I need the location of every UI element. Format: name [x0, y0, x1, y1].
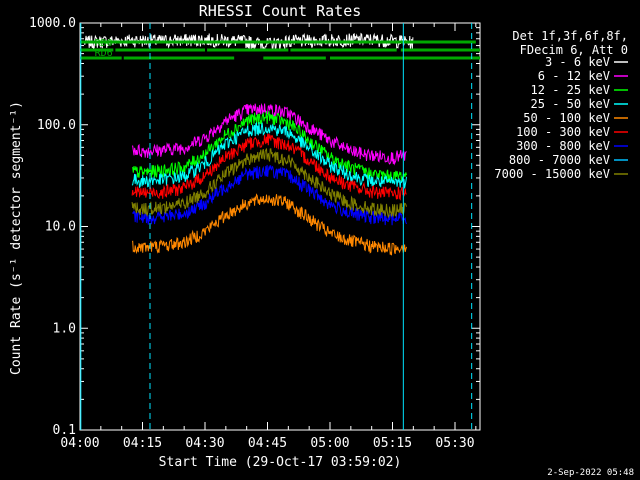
- y-tick-label: 1000.0: [29, 16, 76, 31]
- series-line: [131, 133, 407, 201]
- legend-entry-label: 12 - 25 keV: [531, 83, 610, 97]
- y-tick-label: 100.0: [37, 118, 76, 133]
- x-tick-label: 04:45: [248, 436, 287, 451]
- series-line: [131, 148, 407, 219]
- y-axis-label: Count Rate (s⁻¹ detector segment⁻¹): [9, 101, 24, 375]
- series-line: [131, 122, 407, 189]
- chart-title: RHESSI Count Rates: [199, 2, 362, 20]
- flag-label: RD0: [95, 38, 113, 49]
- plot-frame: [79, 22, 481, 431]
- x-ticks: 04:00 04:15 04:30 04:45 05:00 05:15 05:30: [60, 23, 477, 451]
- legend-entry-label: 100 - 300 keV: [516, 125, 610, 139]
- x-tick-label: 05:30: [435, 436, 474, 451]
- legend-entry-label: 3 - 6 keV: [545, 55, 610, 69]
- x-tick-label: 05:00: [310, 436, 349, 451]
- series-line: [132, 164, 407, 226]
- series-line: [131, 193, 407, 256]
- series-lines: [83, 32, 414, 256]
- x-tick-label: 05:15: [373, 436, 412, 451]
- legend: Det 1f,3f,6f,8f,FDecim 6, Att 03 - 6 keV…: [494, 29, 628, 181]
- legend-entry-label: 7000 - 15000 keV: [494, 167, 610, 181]
- series-line: [132, 110, 407, 184]
- y-tick-label: 10.0: [45, 220, 76, 235]
- y-tick-label: 0.1: [53, 423, 76, 438]
- x-tick-label: 04:00: [60, 436, 99, 451]
- series-line: [131, 103, 407, 166]
- legend-entry-label: 6 - 12 keV: [538, 69, 610, 83]
- x-tick-label: 04:30: [185, 436, 224, 451]
- legend-entry-label: 50 - 100 keV: [523, 111, 610, 125]
- plot-axes: [79, 22, 481, 431]
- legend-header: Det 1f,3f,6f,8f,: [512, 29, 628, 43]
- x-tick-label: 04:15: [123, 436, 162, 451]
- legend-entry-label: 800 - 7000 keV: [509, 153, 610, 167]
- legend-header: FDecim 6, Att 0: [520, 43, 628, 57]
- flag-label: RD6: [95, 48, 113, 59]
- attenuator-lines: [80, 23, 473, 430]
- x-axis-label: Start Time (29-Oct-17 03:59:02): [159, 455, 402, 470]
- y-ticks: 0.1 1.0 10.0 100.0 1000.0: [29, 16, 480, 438]
- y-tick-label: 1.0: [53, 321, 76, 336]
- legend-entry-label: 300 - 800 keV: [516, 139, 610, 153]
- legend-entry-label: 25 - 50 keV: [531, 97, 610, 111]
- generation-timestamp: 2-Sep-2022 05:48: [547, 468, 634, 478]
